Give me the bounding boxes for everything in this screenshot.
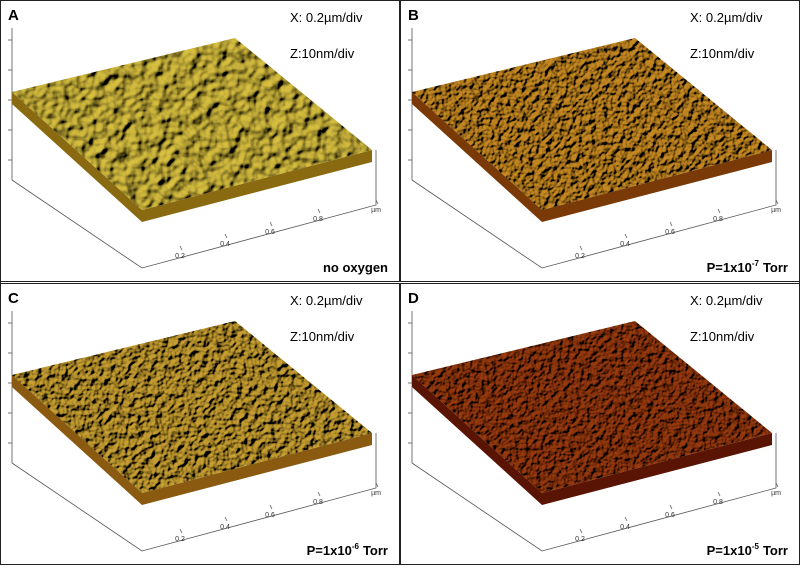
x-scale: X: 0.2µm/div (690, 10, 763, 25)
axis-tick (224, 516, 228, 522)
axis-tick (669, 504, 673, 510)
axis-line (11, 311, 377, 552)
panel-letter: D (408, 290, 419, 307)
condition-suffix: Torr (763, 260, 788, 275)
axis-tick-label: 0.8 (313, 216, 323, 223)
axis-tick (775, 482, 779, 488)
panel-letter: B (408, 7, 419, 24)
axis-tick-label: 0.4 (220, 241, 230, 248)
axis-tick (375, 199, 379, 205)
surface (12, 38, 372, 210)
axis-tick (624, 233, 628, 239)
axis-tick-label: 0.6 (265, 512, 275, 519)
surface (412, 38, 772, 210)
condition: P=1x10-6 Torr (307, 542, 388, 558)
axis-tick-label: 0.4 (620, 524, 630, 531)
axis-tick-label: 0.4 (620, 241, 630, 248)
axis-tick-label: 0.2 (575, 253, 585, 260)
axis-line (11, 28, 377, 269)
axis-tick (669, 221, 673, 227)
surface (12, 321, 372, 493)
x-scale: X: 0.2µm/div (290, 10, 363, 25)
axis-tick (179, 245, 183, 251)
axis-tick (269, 504, 273, 510)
axis-tick-label: 0.2 (175, 536, 185, 543)
axis-tick (717, 491, 721, 497)
condition: P=1x10-7 Torr (707, 259, 788, 275)
surface (412, 321, 772, 493)
z-scale: Z:10nm/div (290, 46, 355, 61)
condition-exponent: -6 (352, 542, 360, 551)
panel-letter: A (8, 7, 19, 24)
axis-tick-label: µm (371, 207, 381, 214)
axis-tick (224, 233, 228, 239)
z-scale: Z:10nm/div (290, 329, 355, 344)
axis-tick-label: µm (771, 207, 781, 214)
axis-tick-label: 0.2 (575, 536, 585, 543)
axis-tick (317, 208, 321, 214)
panel: 0.2 0.4 0.6 0.8 µm C X: 0.2µm/div Z:10nm/div P=1… (0, 283, 400, 565)
axis-tick-label: µm (371, 490, 381, 497)
axis-tick-label: 0.6 (665, 512, 675, 519)
axis-tick-label: 0.6 (265, 229, 275, 236)
axis-tick-label: 0.6 (665, 229, 675, 236)
condition-prefix: P=1x10 (707, 260, 752, 275)
x-scale: X: 0.2µm/div (690, 293, 763, 308)
condition-text: no oxygen (323, 260, 388, 275)
panel: 0.2 0.4 0.6 0.8 µm B X: 0.2µm/div Z:10nm/div P=1… (400, 0, 800, 282)
axis-tick-label: µm (771, 490, 781, 497)
panel-border (0, 0, 400, 282)
axis-tick (579, 245, 583, 251)
axis-tick-label: 0.8 (313, 499, 323, 506)
axis-tick-label: 0.8 (713, 499, 723, 506)
axis-tick (717, 208, 721, 214)
axis-tick (179, 528, 183, 534)
condition-suffix: Torr (363, 543, 388, 558)
x-scale: X: 0.2µm/div (290, 293, 363, 308)
panel-letter: C (8, 290, 19, 307)
condition: P=1x10-5 Torr (707, 542, 788, 558)
condition-prefix: P=1x10 (307, 543, 352, 558)
axis-tick (269, 221, 273, 227)
z-scale: Z:10nm/div (690, 46, 755, 61)
axis-line (411, 311, 777, 552)
condition: no oxygen (323, 260, 388, 275)
condition-prefix: P=1x10 (707, 543, 752, 558)
condition-exponent: -7 (752, 259, 760, 268)
axis-line (411, 28, 777, 269)
condition-exponent: -5 (752, 542, 760, 551)
panel: 0.2 0.4 0.6 0.8 µm A X: 0.2µm/div Z:10nm/div no … (0, 0, 400, 282)
condition-suffix: Torr (763, 543, 788, 558)
axis-tick (317, 491, 321, 497)
axis-tick (579, 528, 583, 534)
axis-tick (775, 199, 779, 205)
axis-tick-label: 0.2 (175, 253, 185, 260)
axis-tick-label: 0.8 (713, 216, 723, 223)
z-scale: Z:10nm/div (690, 329, 755, 344)
axis-tick (375, 482, 379, 488)
axis-tick (624, 516, 628, 522)
axis-tick-label: 0.4 (220, 524, 230, 531)
panel: 0.2 0.4 0.6 0.8 µm D X: 0.2µm/div Z:10nm/div P=1… (400, 283, 800, 565)
